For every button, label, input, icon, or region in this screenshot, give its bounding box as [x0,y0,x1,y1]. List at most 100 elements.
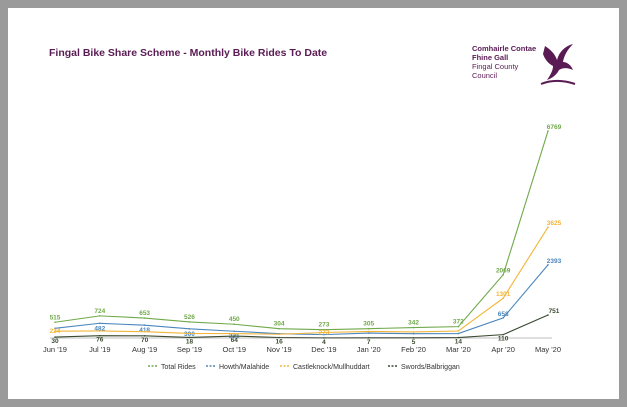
data-label-swords: 5 [412,339,416,346]
data-point-castleknock [143,330,146,333]
legend-label-total: Total Rides [161,364,196,371]
data-point-swords [233,335,236,337]
data-point-swords [323,337,325,339]
data-point-castleknock [188,332,191,335]
data-point-howth [323,333,325,336]
data-point-swords [502,333,504,336]
legend-label-castleknock: Castleknock/Mullhuddart [293,364,370,371]
data-label-total: 273 [318,322,329,329]
data-point-swords [278,336,280,339]
data-label-swords: 751 [549,308,560,315]
logo-line-2: Fhine Gall [472,53,509,62]
data-point-howth [367,332,370,334]
data-point-howth [547,264,549,266]
x-tick-label: Apr '20 [491,345,515,354]
x-tick-label: Nov '19 [266,345,291,354]
data-label-total: 2069 [496,268,511,275]
series-line-howth [54,264,549,336]
data-label-castleknock: 3625 [547,220,562,227]
series-line-total [54,130,549,331]
data-point-swords [99,334,101,337]
data-point-total [278,327,280,330]
data-point-castleknock [367,330,370,333]
data-label-castleknock: 224 [50,328,61,335]
data-point-howth [54,327,56,330]
logo-line-3: Fingal County [472,62,519,71]
data-label-swords: 18 [186,338,194,345]
x-tick-label: Aug '19 [132,345,157,354]
series-line-swords [54,314,549,339]
logo-line-4: Council [472,71,498,80]
data-label-total: 653 [139,310,150,317]
legend-label-howth: Howth/Malahide [219,364,269,371]
data-point-total [99,315,101,317]
data-point-swords [457,336,460,339]
data-point-total [412,326,415,329]
x-tick-label: May '20 [535,345,561,354]
data-label-howth: 658 [498,311,509,318]
data-label-swords: 7 [367,339,371,346]
data-point-howth [412,332,415,335]
bird-logo-icon [540,44,576,85]
data-point-total [367,327,370,330]
data-point-howth [502,317,504,319]
data-point-castleknock [547,226,549,228]
data-point-total [54,321,56,324]
legend-label-swords: Swords/Balbriggan [401,364,460,371]
data-point-castleknock [278,333,280,336]
data-label-total: 6769 [547,124,562,131]
logo-line-1: Comhairle Contae [472,44,537,53]
x-tick-label: Jan '20 [357,345,381,354]
data-label-total: 372 [453,319,464,326]
x-tick-label: Mar '20 [446,345,471,354]
data-point-howth [99,322,101,325]
data-point-castleknock [54,330,56,332]
data-point-total [233,323,236,326]
data-point-total [323,328,325,331]
data-point-swords [367,336,370,339]
data-label-castleknock: 1301 [496,291,511,298]
data-point-total [547,130,549,132]
data-label-swords: 16 [275,339,283,346]
data-label-total: 724 [94,308,105,315]
data-label-total: 342 [408,320,419,327]
data-point-howth [457,332,460,335]
x-tick-label: Feb '20 [401,345,426,354]
data-point-swords [188,336,191,339]
x-tick-label: Jun '19 [43,345,67,354]
data-label-howth: 300 [184,331,195,338]
data-label-swords: 4 [322,339,326,346]
data-point-swords [547,314,549,316]
data-label-swords: 110 [498,336,509,343]
data-label-howth: 482 [94,325,105,332]
data-label-total: 305 [363,321,374,328]
data-point-swords [412,337,415,339]
data-point-castleknock [323,331,325,334]
data-point-swords [54,336,56,338]
data-label-castleknock: 273 [318,329,329,336]
data-point-swords [143,335,146,337]
data-point-castleknock [457,330,460,332]
series-line-castleknock [54,226,549,335]
data-point-castleknock [99,330,101,332]
data-label-total: 515 [50,314,61,321]
data-label-swords: 64 [231,337,239,344]
data-point-castleknock [233,332,236,335]
x-tick-label: Sep '19 [177,345,202,354]
data-label-total: 526 [184,314,195,321]
figure-panel [8,8,619,399]
council-logo-text: Comhairle Contae Fhine Gall Fingal Count… [472,44,536,80]
data-label-swords: 14 [455,339,463,346]
data-label-total: 450 [229,316,240,323]
data-label-total: 304 [274,321,285,328]
data-label-howth: 418 [139,327,150,334]
data-label-swords: 70 [141,337,149,344]
data-point-howth [233,330,236,333]
x-tick-label: Dec '19 [311,345,336,354]
data-label-howth: 2393 [547,258,562,265]
x-tick-label: Jul '19 [89,345,110,354]
data-label-swords: 30 [51,338,59,345]
data-point-castleknock [502,297,504,300]
chart-title: Fingal Bike Share Scheme - Monthly Bike … [49,47,328,59]
